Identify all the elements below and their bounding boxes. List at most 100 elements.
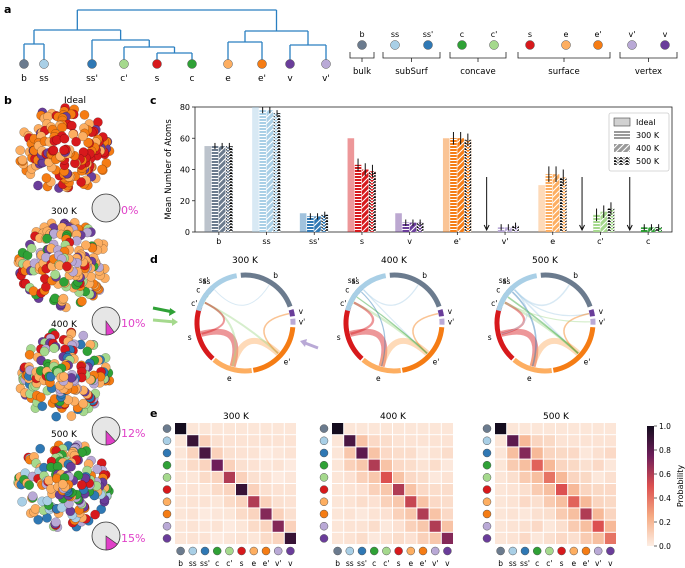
chord-label-e: e bbox=[527, 374, 532, 383]
y-tick-label: 80 bbox=[180, 103, 190, 112]
heatmap-cell bbox=[223, 471, 235, 483]
col-label-c: c bbox=[372, 559, 376, 568]
row-marker-ss-prime bbox=[319, 448, 329, 458]
heatmap-cell bbox=[211, 484, 223, 496]
heatmap-cell bbox=[211, 447, 223, 459]
heatmap-cell bbox=[543, 435, 555, 447]
heatmap-cell bbox=[211, 459, 223, 471]
heatmap-cell bbox=[187, 459, 199, 471]
legend-site-label-v: v bbox=[663, 30, 668, 39]
heatmap-cell bbox=[405, 435, 417, 447]
colorbar-tick-label: 0.2 bbox=[659, 518, 671, 527]
heatmap-cell bbox=[199, 423, 211, 435]
chord-segment-s bbox=[194, 305, 215, 361]
ideal-label: Ideal bbox=[64, 96, 86, 106]
arrow-head bbox=[169, 308, 176, 316]
heatmap-cell bbox=[272, 447, 284, 459]
col-label-s: s bbox=[240, 559, 244, 568]
heatmap-cell bbox=[356, 459, 368, 471]
col-marker-v bbox=[286, 546, 295, 556]
chord-title: 400 K bbox=[381, 256, 408, 266]
atom bbox=[56, 502, 67, 513]
heatmap-cell bbox=[284, 447, 296, 459]
chord-link bbox=[353, 301, 429, 355]
heatmap-cell bbox=[495, 520, 507, 532]
col-label-e: e bbox=[408, 559, 413, 568]
leaf-label-v-prime: v' bbox=[322, 74, 330, 84]
nanoparticle-cluster bbox=[15, 103, 115, 193]
bar-e-prime-ideal bbox=[442, 138, 450, 232]
atom bbox=[66, 411, 77, 421]
heatmap-cell bbox=[223, 496, 235, 508]
atom bbox=[17, 496, 27, 507]
chord-label-ss: ss bbox=[203, 277, 211, 286]
heatmap-cell bbox=[543, 447, 555, 459]
col-marker-b bbox=[333, 546, 342, 556]
heatmap-cell bbox=[332, 520, 344, 532]
heatmap-cell bbox=[441, 496, 453, 508]
chord-segment-e-prime bbox=[401, 326, 445, 373]
heatmap-cell bbox=[223, 435, 235, 447]
heatmap-cell bbox=[332, 471, 344, 483]
heatmap-cell bbox=[236, 435, 248, 447]
col-marker-b bbox=[496, 546, 505, 556]
heatmap-cell bbox=[248, 447, 260, 459]
bar-ss-ideal bbox=[252, 107, 259, 232]
dendrogram-leaves: b ss ss' c' s c e e' v v' bbox=[19, 59, 331, 84]
bar-hatch bbox=[552, 174, 560, 232]
heatmap-cell bbox=[405, 423, 417, 435]
heatmap-cell bbox=[441, 520, 453, 532]
melt-percent: 0% bbox=[121, 204, 138, 217]
legend-swatch-hatch bbox=[614, 144, 630, 152]
bar-hatch bbox=[211, 146, 219, 232]
heatmap-cell bbox=[441, 447, 453, 459]
heatmap-cell bbox=[380, 508, 392, 520]
leaf-marker-ss-prime bbox=[87, 59, 97, 69]
chord-link bbox=[507, 296, 579, 354]
heatmap-title: 400 K bbox=[380, 412, 407, 422]
heatmap-cell bbox=[580, 508, 592, 520]
heatmap-title: 300 K bbox=[223, 412, 250, 422]
temperature-label: 500 K bbox=[51, 430, 78, 440]
bar-hatch bbox=[307, 216, 314, 233]
colorbar-tick-label: 0.4 bbox=[659, 494, 671, 503]
x-tick-label-ss: ss bbox=[262, 237, 270, 246]
heatmap-cell bbox=[236, 471, 248, 483]
chord-link bbox=[529, 337, 581, 368]
chord-title: 500 K bbox=[532, 256, 559, 266]
heatmap-cell bbox=[236, 423, 248, 435]
heatmap-cell bbox=[199, 447, 211, 459]
heatmap-cell bbox=[519, 508, 531, 520]
heatmap-cell bbox=[429, 484, 441, 496]
x-tick-label-c-prime: c' bbox=[597, 237, 604, 246]
heatmap-cell bbox=[332, 423, 344, 435]
row-marker-v bbox=[319, 534, 329, 543]
atom bbox=[71, 136, 81, 147]
chord-label-ss: ss bbox=[503, 277, 511, 286]
highlight-arrow bbox=[152, 318, 176, 324]
legend-site-marker-c bbox=[457, 40, 467, 50]
nanoparticle-cluster bbox=[15, 327, 115, 422]
atom bbox=[92, 464, 103, 474]
colorbar bbox=[647, 426, 654, 546]
heatmap-cell bbox=[332, 435, 344, 447]
atom bbox=[35, 443, 46, 454]
y-tick-label: 20 bbox=[180, 197, 190, 206]
highlight-arrow bbox=[304, 341, 319, 350]
legend-bracket bbox=[349, 52, 375, 62]
heatmap-cell bbox=[356, 520, 368, 532]
heatmap-cell bbox=[260, 435, 272, 447]
row-marker-ss bbox=[319, 436, 329, 446]
pie-wedge bbox=[105, 320, 115, 336]
heatmap-cell bbox=[429, 496, 441, 508]
legend-group-label-surface: surface bbox=[548, 67, 579, 77]
heatmap-cell bbox=[507, 508, 519, 520]
heatmap-cell bbox=[556, 423, 568, 435]
heatmap-cell bbox=[223, 459, 235, 471]
temperature-label: 400 K bbox=[51, 320, 78, 330]
col-label-ss-prime: ss' bbox=[200, 559, 210, 568]
heatmap-cell bbox=[495, 496, 507, 508]
leaf-marker-e-prime bbox=[257, 59, 267, 69]
atom bbox=[26, 243, 37, 254]
heatmap-cell bbox=[393, 471, 405, 483]
